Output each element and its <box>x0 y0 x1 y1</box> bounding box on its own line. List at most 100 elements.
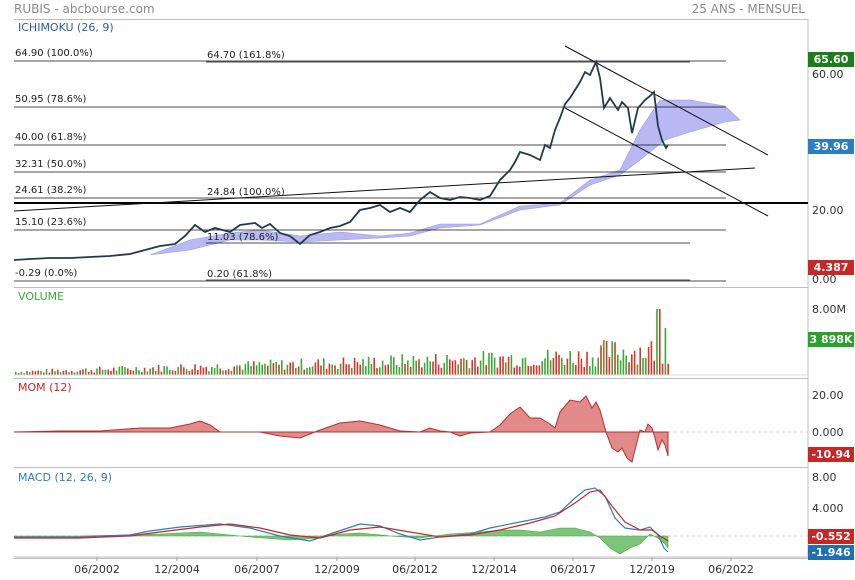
x-axis-label: 06/2022 <box>708 563 754 576</box>
volume-bar <box>323 358 325 375</box>
volume-bar <box>488 352 490 375</box>
volume-bar <box>191 369 193 375</box>
volume-bar <box>659 309 661 375</box>
volume-bar <box>561 357 563 375</box>
volume-bar <box>73 372 76 375</box>
volume-bar <box>87 372 90 375</box>
volume-bar <box>104 369 107 375</box>
header-source: RUBIS - abcbourse.com <box>14 2 155 16</box>
volume-bar <box>521 358 524 375</box>
volume-bar <box>247 361 249 375</box>
volume-bar <box>381 360 384 375</box>
volume-bar <box>429 361 431 375</box>
macd-signal-line <box>14 489 669 542</box>
volume-bar <box>572 362 574 375</box>
fib-left-label: 32.31 (50.0%) <box>15 159 86 170</box>
x-axis-label: 12/2004 <box>154 563 200 576</box>
macd-panel <box>14 467 808 559</box>
volume-bar <box>281 360 283 375</box>
volume-bar <box>121 366 123 375</box>
volume-bar <box>393 357 395 375</box>
volume-bar <box>157 364 160 375</box>
volume-bar <box>348 364 350 375</box>
volume-bar <box>127 368 129 375</box>
volume-bar <box>211 367 213 375</box>
volume-bar <box>166 366 168 375</box>
volume-bar <box>241 369 244 375</box>
volume-bar <box>603 340 605 375</box>
volume-bar <box>642 357 644 375</box>
volume-bar <box>636 364 639 375</box>
volume-bar <box>390 355 392 375</box>
volume-bar <box>272 363 275 375</box>
x-axis-label: 12/2014 <box>471 563 517 576</box>
volume-bar <box>101 369 104 375</box>
volume-bar <box>533 364 535 375</box>
volume-bar <box>15 371 17 375</box>
mom-area <box>13 395 669 463</box>
volume-bar <box>356 362 359 375</box>
volume-bar <box>331 364 333 375</box>
volume-bar <box>412 356 415 375</box>
volume-bar <box>216 364 219 375</box>
volume-bar <box>566 358 569 375</box>
volume-bar <box>295 367 297 375</box>
volume-bar <box>213 368 216 375</box>
volume-bar <box>538 365 541 375</box>
volume-bar <box>376 368 378 375</box>
price-current-badge: 39.96 <box>808 139 854 154</box>
volume-bar <box>253 361 255 375</box>
volume-bar <box>589 366 591 375</box>
volume-bar <box>379 367 381 375</box>
volume-bar <box>258 362 261 375</box>
volume-bar <box>132 370 135 375</box>
fib-left-label: 24.61 (38.2%) <box>15 185 86 196</box>
fib-mid-label: 24.84 (100.0%) <box>207 187 285 198</box>
volume-bar <box>169 369 171 375</box>
volume-bar <box>468 368 471 375</box>
volume-bar <box>37 370 39 375</box>
volume-bar <box>421 367 423 375</box>
macd-label: MACD (12, 26, 9) <box>18 471 113 484</box>
volume-bar <box>26 371 28 375</box>
volume-bar <box>65 370 67 375</box>
volume-bar <box>605 340 608 375</box>
volume-bar <box>384 365 387 375</box>
volume-bar <box>661 363 664 375</box>
volume-bar <box>40 370 42 375</box>
volume-bar <box>20 371 23 375</box>
volume-bar <box>482 351 485 375</box>
volume-bar <box>71 371 73 375</box>
volume-bar <box>555 351 557 375</box>
volume-bar <box>48 372 51 375</box>
x-axis-label: 06/2002 <box>74 563 120 576</box>
volume-bar <box>110 370 112 375</box>
header-period: 25 ANS - MENSUEL <box>691 2 805 16</box>
volume-bar <box>269 359 272 375</box>
mom-panel <box>14 378 808 467</box>
volume-bar <box>222 370 224 375</box>
volume-bar <box>614 342 616 375</box>
volume-bar <box>29 372 31 375</box>
volume-tick: 8.00M <box>812 303 846 316</box>
volume-bar <box>54 371 56 375</box>
x-axis-label: 12/2019 <box>629 563 675 576</box>
volume-bar <box>362 359 364 375</box>
volume-bar <box>479 360 482 375</box>
ichimoku-tick-0: 0.00 <box>812 273 837 286</box>
volume-bar <box>23 373 25 375</box>
ichimoku-label: ICHIMOKU (26, 9) <box>18 21 114 34</box>
volume-bar <box>586 351 588 375</box>
volume-bar <box>328 363 331 375</box>
volume-bar <box>152 367 154 375</box>
volume-bar <box>17 373 20 375</box>
volume-bar <box>76 371 79 375</box>
mom-label: MOM (12) <box>18 381 72 394</box>
volume-bar <box>286 364 289 375</box>
volume-bar <box>583 366 585 375</box>
volume-bar <box>499 356 501 375</box>
volume-bar <box>491 352 493 375</box>
ichimoku-tick-60: 60.00 <box>812 68 844 81</box>
volume-bar <box>141 372 143 375</box>
volume-bar <box>435 354 437 375</box>
